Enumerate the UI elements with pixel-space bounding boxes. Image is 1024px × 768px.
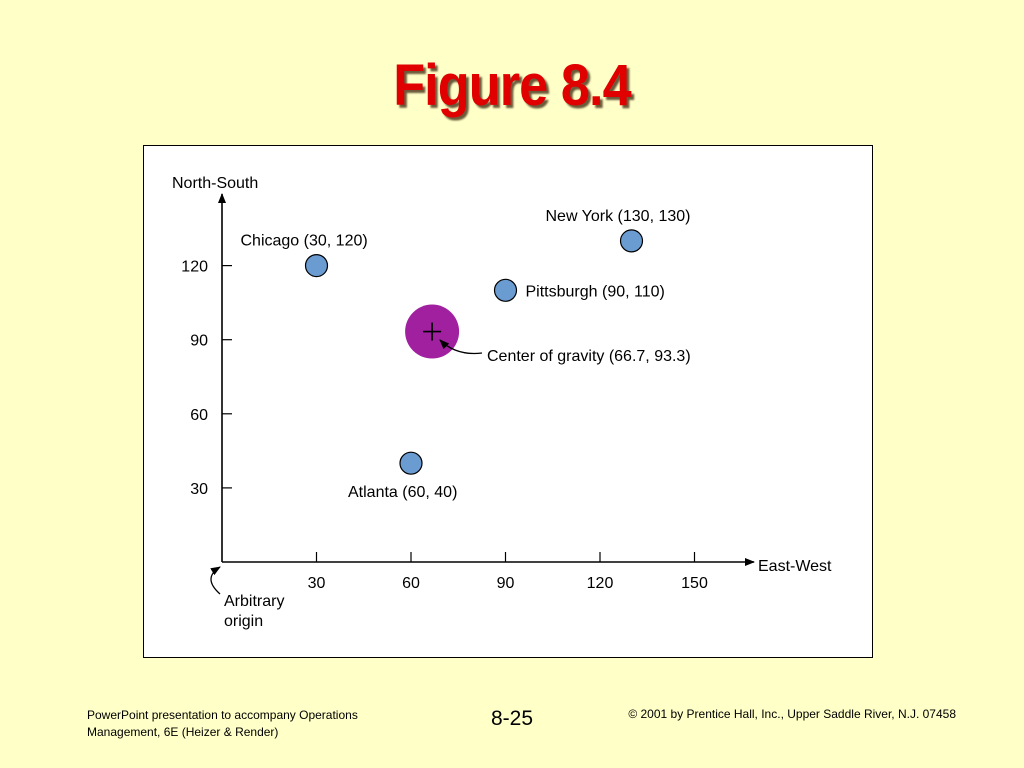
slide-title: Figure 8.4 [393, 53, 631, 118]
y-tick-label: 60 [190, 407, 208, 424]
location-point [399, 451, 423, 475]
y-tick-label: 30 [190, 481, 208, 498]
x-tick-label: 150 [681, 575, 708, 592]
origin-annotation-arrow [210, 566, 221, 595]
x-tick-label: 120 [587, 575, 614, 592]
center-of-gravity-label: Center of gravity (66.7, 93.3) [487, 348, 691, 365]
point-label: Atlanta (60, 40) [348, 484, 457, 501]
figure-frame: 30 60 90 120 150 30 60 90 120 East-West North-Sou… [143, 145, 873, 658]
x-tick-label: 60 [402, 575, 420, 592]
center-of-gravity-chart: 30 60 90 120 150 30 60 90 120 East-West North-Sou… [172, 175, 832, 630]
center-annotation-arrow [439, 339, 483, 355]
origin-annotation-label: origin [224, 613, 263, 630]
y-tick-label: 120 [181, 259, 208, 276]
location-point [304, 253, 329, 278]
location-point [619, 229, 644, 253]
x-tick-label: 90 [497, 575, 515, 592]
footer-credit: PowerPoint presentation to accompany Ope… [87, 708, 358, 739]
origin-annotation-label: Arbitrary [224, 593, 284, 610]
point-label: Chicago (30, 120) [241, 233, 368, 250]
page-number: 8-25 [490, 707, 534, 730]
point-label: New York (130, 130) [546, 208, 691, 225]
x-axis-title: East-West [758, 558, 832, 575]
y-axis-title: North-South [172, 175, 258, 192]
location-point [493, 278, 518, 302]
footer-copyright: © 2001 by Prentice Hall, Inc., Upper Sad… [628, 707, 956, 721]
point-label: Pittsburgh (90, 110) [526, 283, 665, 300]
x-tick-label: 30 [308, 575, 326, 592]
y-tick-label: 90 [190, 333, 208, 350]
